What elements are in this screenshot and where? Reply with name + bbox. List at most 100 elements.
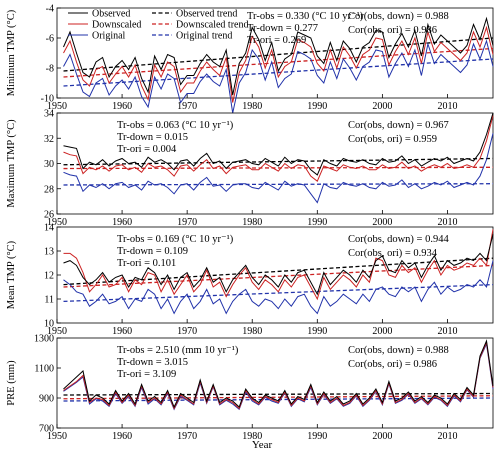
x-tick-label: 1990 <box>307 431 327 442</box>
x-tick-label: 1960 <box>112 217 132 228</box>
original-series-line <box>63 133 494 204</box>
x-tick-label: 1980 <box>242 431 262 442</box>
x-tick-label: 1960 <box>112 101 132 112</box>
annotation-cor-ori: Cor(obs, ori) = 0.934 <box>348 248 438 259</box>
observed-trend-line <box>63 392 494 396</box>
y-axis-label: Maximum TMP (°C) <box>6 119 17 208</box>
x-tick-label: 1980 <box>242 326 262 337</box>
x-tick-label: 2010 <box>437 431 457 442</box>
x-tick-label: 1990 <box>307 101 327 112</box>
x-tick-label: 1970 <box>177 326 197 337</box>
downscaled-series-line <box>63 229 494 301</box>
observed-series-line <box>63 16 494 96</box>
annotation-cor-down: Cor(obs, down) = 0.988 <box>348 11 449 22</box>
y-tick-label: 28 <box>44 184 54 195</box>
y-tick-label: -8 <box>46 64 54 75</box>
x-tick-label: 1970 <box>177 101 197 112</box>
x-tick-label: 1990 <box>307 326 327 337</box>
y-tick-label: 34 <box>44 109 54 120</box>
annotation-tr-obs: Tr-obs = 0.063 (°C 10 yr⁻¹) <box>117 120 234 131</box>
observed-series-line <box>63 234 494 296</box>
annotation-tr-ori: Tr-ori = 0.004 <box>117 144 177 155</box>
annotation-tr-obs: Tr-obs = 0.169 (°C 10 yr⁻¹) <box>117 234 234 245</box>
y-tick-label: -4 <box>46 4 54 15</box>
chart-panel-3: 10 11 12 13 14 1950 1960 1970 1980 1990 2000 2010 Me… <box>6 223 494 337</box>
chart-panel-1: -10 -8 -6 -4 1950 1960 1970 1980 1990 2000 2010 Min… <box>6 4 494 114</box>
downscaled-series-line <box>63 115 494 182</box>
original-trend-line <box>63 183 494 186</box>
x-axis-label: Year <box>252 439 273 451</box>
y-tick-label: 12 <box>44 271 54 282</box>
downscaled-trend-line <box>63 166 494 170</box>
legend-label-original-trend: Original trend <box>176 31 232 42</box>
y-tick-label: 10 <box>44 319 54 330</box>
x-tick-label: 1950 <box>47 431 67 442</box>
y-axis-label: Minimum TMP (°C) <box>6 9 17 96</box>
annotation-cor-ori: Cor(obs, ori) = 0.986 <box>348 25 437 36</box>
annotation-cor-down: Cor(obs, down) = 0.967 <box>348 120 449 131</box>
y-tick-label: 700 <box>39 424 54 435</box>
y-tick-label: 1100 <box>34 364 54 375</box>
x-tick-label: 2000 <box>372 326 392 337</box>
annotation-cor-down: Cor(obs, down) = 0.944 <box>348 234 449 245</box>
x-tick-label: 1970 <box>177 217 197 228</box>
annotation-tr-ori: Tr-ori = 0.101 <box>117 258 176 269</box>
downscaled-trend-line <box>63 264 494 288</box>
legend-label-observed-trend: Observed trend <box>176 9 237 20</box>
chart-panel-2: 26 28 30 32 34 1950 1960 1970 1980 1990 2000 2010 Ma… <box>6 109 494 228</box>
original-series-line <box>63 39 494 114</box>
y-axis-label: Mean TMP (°C) <box>6 240 17 309</box>
legend-label-observed: Observed <box>92 9 130 20</box>
annotation-tr-obs: Tr-obs = 2.510 (mm 10 yr⁻¹) <box>117 345 239 356</box>
x-tick-label: 2000 <box>372 217 392 228</box>
x-tick-label: 1960 <box>112 431 132 442</box>
downscaled-trend-line <box>63 47 494 78</box>
annotation-tr-ori: Tr-ori = 0.269 <box>247 35 306 46</box>
x-tick-label: 1970 <box>177 431 197 442</box>
x-tick-label: 1950 <box>47 101 67 112</box>
observed-series-line <box>63 112 494 176</box>
x-tick-label: 1950 <box>47 217 67 228</box>
downscaled-series-line <box>63 340 494 410</box>
annotation-tr-down: Tr-down = 0.277 <box>247 23 318 34</box>
x-tick-label: 2010 <box>437 217 457 228</box>
y-tick-label: 900 <box>39 394 54 405</box>
x-tick-label: 2010 <box>437 101 457 112</box>
annotation-tr-down: Tr-down = 0.109 <box>117 246 188 257</box>
chart-panel-4: 700 900 1100 1300 1950 1960 1970 1980 1990 2000 20… <box>6 334 494 442</box>
downscaled-series-line <box>63 25 494 103</box>
x-tick-label: 1980 <box>242 217 262 228</box>
x-tick-label: 1960 <box>112 326 132 337</box>
x-tick-label: 1980 <box>242 101 262 112</box>
observed-series-line <box>63 339 494 409</box>
y-tick-label: 14 <box>44 223 54 234</box>
y-tick-label: 1300 <box>34 334 54 345</box>
annotation-tr-obs: Tr-obs = 0.330 (°C 10 yr⁻¹) <box>247 11 364 22</box>
y-tick-label: 30 <box>44 159 54 170</box>
x-tick-label: 1950 <box>47 326 67 337</box>
y-tick-label: -6 <box>46 34 54 45</box>
observed-trend-line <box>63 157 494 166</box>
original-series-line <box>63 260 494 315</box>
y-tick-label: -10 <box>41 94 54 105</box>
annotation-tr-down: Tr-down = 0.015 <box>117 132 188 143</box>
y-tick-label: 13 <box>44 247 54 258</box>
y-tick-label: 11 <box>44 295 54 306</box>
legend-label-downscaled: Downscaled <box>92 20 141 31</box>
annotation-tr-down: Tr-down = 3.015 <box>117 357 188 368</box>
legend-label-original: Original <box>92 31 126 42</box>
legend-label-downscaled-trend: Downscaled trend <box>176 20 248 31</box>
x-tick-label: 2010 <box>437 326 457 337</box>
y-tick-label: 32 <box>44 134 54 145</box>
annotation-cor-ori: Cor(obs, ori) = 0.959 <box>348 134 437 145</box>
y-axis-label: PRE (mm) <box>6 360 17 406</box>
x-tick-label: 2000 <box>372 431 392 442</box>
y-tick-label: 26 <box>44 210 54 221</box>
annotation-cor-ori: Cor(obs, ori) = 0.986 <box>348 359 437 370</box>
annotation-cor-down: Cor(obs, down) = 0.988 <box>348 345 449 356</box>
annotation-tr-ori: Tr-ori = 3.109 <box>117 369 176 380</box>
x-tick-label: 2000 <box>372 101 392 112</box>
x-tick-label: 1990 <box>307 217 327 228</box>
